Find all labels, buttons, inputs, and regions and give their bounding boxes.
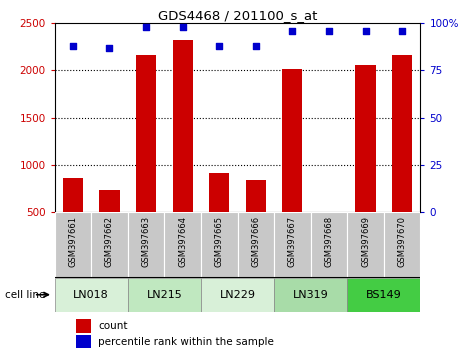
Bar (347, 212, 384, 278)
Bar (164, 212, 201, 278)
Point (289, 28, 296, 33)
Bar (136, 55, 156, 260)
Point (325, 28, 332, 33)
Point (362, 28, 370, 33)
Bar (282, 69, 303, 260)
Text: LN018: LN018 (73, 290, 109, 300)
Text: GSM397662: GSM397662 (105, 216, 114, 267)
Text: BS149: BS149 (366, 290, 402, 300)
Text: GSM397666: GSM397666 (251, 216, 260, 267)
Bar (128, 278, 201, 312)
Bar (172, 40, 193, 260)
Bar (209, 173, 229, 260)
Point (398, 28, 406, 33)
Bar (392, 55, 412, 260)
Text: count: count (98, 321, 128, 331)
Text: cell line: cell line (5, 290, 45, 300)
Bar (63, 178, 83, 260)
Text: LN215: LN215 (146, 290, 182, 300)
Bar (201, 212, 238, 278)
Point (69, 43, 77, 48)
Text: LN229: LN229 (219, 290, 256, 300)
Point (179, 24, 186, 30)
Bar (246, 180, 266, 260)
Text: GSM397670: GSM397670 (398, 216, 407, 267)
Bar (274, 278, 347, 312)
Title: GDS4468 / 201100_s_at: GDS4468 / 201100_s_at (158, 9, 317, 22)
Text: GSM397669: GSM397669 (361, 216, 370, 267)
Bar (384, 212, 420, 278)
Bar (274, 212, 311, 278)
Bar (319, 212, 339, 260)
Point (252, 43, 259, 48)
Bar (91, 212, 128, 278)
Bar (55, 212, 91, 278)
Bar (128, 212, 164, 278)
Point (142, 24, 150, 30)
Point (105, 45, 113, 51)
Bar (238, 212, 274, 278)
Text: GSM397667: GSM397667 (288, 216, 297, 267)
Text: GSM397668: GSM397668 (324, 216, 333, 267)
Text: percentile rank within the sample: percentile rank within the sample (98, 337, 274, 347)
Point (216, 43, 223, 48)
Bar (347, 278, 420, 312)
Text: GSM397665: GSM397665 (215, 216, 224, 267)
Text: LN319: LN319 (293, 290, 329, 300)
Text: GSM397663: GSM397663 (142, 216, 151, 267)
Bar (76, 335, 91, 348)
Bar (201, 278, 274, 312)
Bar (55, 278, 128, 312)
Bar (355, 65, 376, 260)
Bar (99, 190, 120, 260)
Bar (76, 319, 91, 333)
Text: GSM397664: GSM397664 (178, 216, 187, 267)
Text: GSM397661: GSM397661 (68, 216, 77, 267)
Bar (311, 212, 347, 278)
